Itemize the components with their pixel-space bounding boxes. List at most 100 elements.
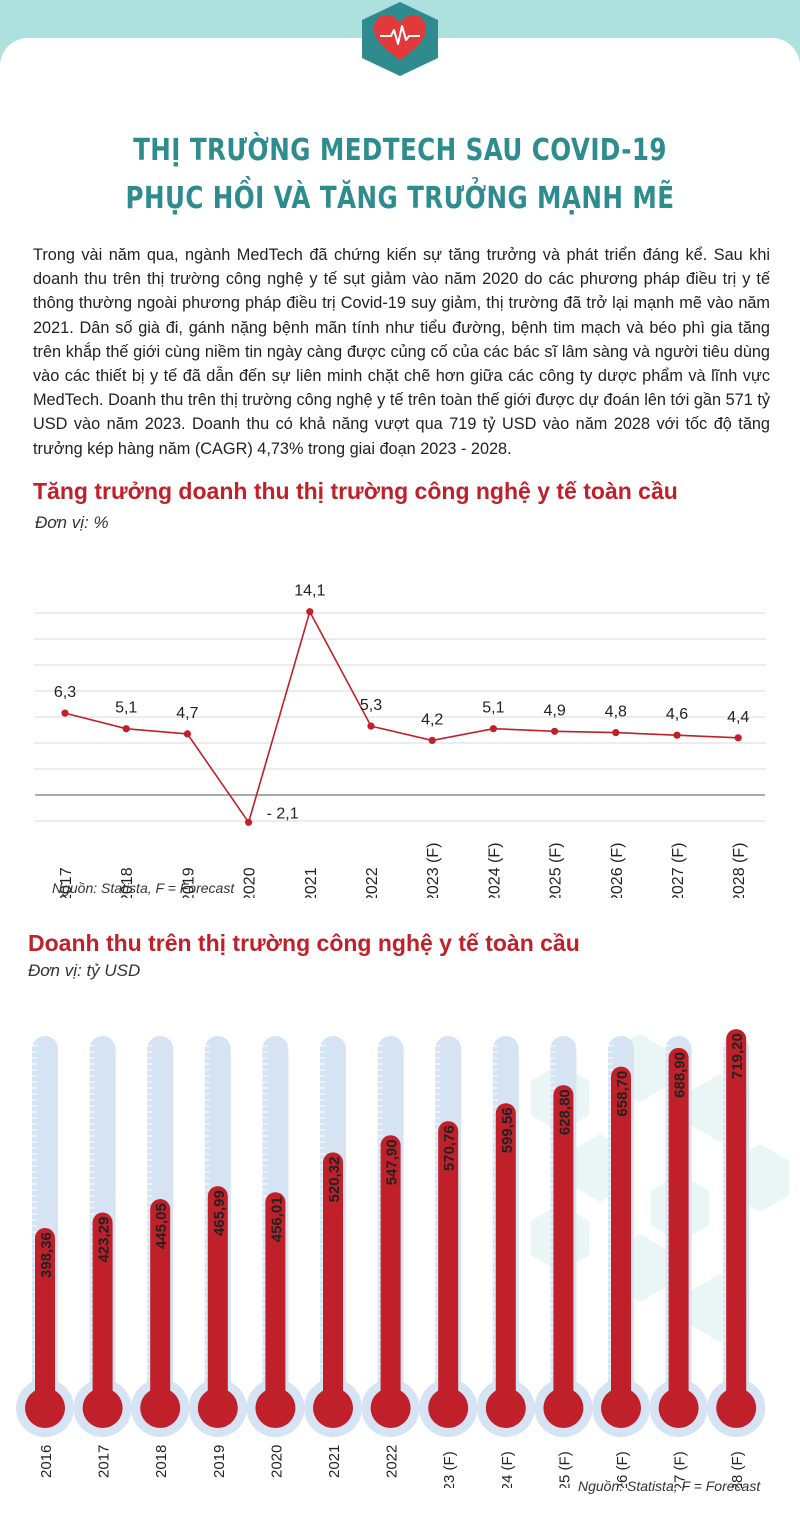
thermometer-bulb xyxy=(601,1388,641,1428)
thermometer-bulb xyxy=(255,1388,296,1428)
x-tick-label: 2028 (F) xyxy=(731,843,748,898)
thermometer-bulb xyxy=(313,1388,353,1428)
thermometer-bulb xyxy=(543,1388,584,1428)
x-tick-label: 2021 xyxy=(303,867,320,898)
thermometer-bulb xyxy=(140,1388,181,1428)
value-bar xyxy=(495,1103,516,1408)
revenue-thermometer-chart: 398,36 2016 423,29 2017 445,05 2018 465,99 2019… xyxy=(16,1029,790,1488)
data-label: 4,7 xyxy=(176,705,198,722)
x-tick-label: 2022 xyxy=(384,1445,401,1478)
x-tick-label: 2024 (F) xyxy=(486,843,503,898)
data-label: 445,05 xyxy=(153,1203,170,1249)
data-label: 599,56 xyxy=(499,1107,516,1153)
x-tick-label: 2019 xyxy=(180,867,197,898)
page-title-line-2: PHỤC HỒI VÀ TĂNG TRƯỞNG MẠNH MẼ xyxy=(125,181,675,216)
value-bar xyxy=(323,1152,343,1408)
data-point xyxy=(428,736,436,744)
thermometer-bulb xyxy=(485,1388,526,1428)
data-label: 4,8 xyxy=(605,704,627,721)
x-tick-label: 2025 (F) xyxy=(556,1451,573,1488)
line-chart-unit: Đơn vị: % xyxy=(35,513,109,532)
value-bar xyxy=(726,1029,747,1408)
data-point xyxy=(367,722,375,730)
data-label: 456,01 xyxy=(268,1196,285,1242)
data-label: 423,29 xyxy=(96,1217,113,1263)
thermometer-bulb xyxy=(197,1388,238,1428)
value-bar xyxy=(611,1066,631,1408)
thermo-chart-unit: Đơn vị: tỷ USD xyxy=(28,961,141,980)
x-tick-label: 2024 (F) xyxy=(499,1451,516,1488)
value-bar xyxy=(92,1212,113,1408)
data-label: 688,90 xyxy=(672,1052,689,1098)
data-label: 4,6 xyxy=(666,706,688,723)
x-tick-label: 2027 (F) xyxy=(672,1451,689,1488)
x-tick-label: 2020 xyxy=(242,867,259,898)
x-tick-label: 2022 xyxy=(364,867,381,898)
value-bar xyxy=(438,1121,459,1408)
data-label: 6,3 xyxy=(54,684,76,701)
value-bar xyxy=(668,1047,689,1408)
data-point xyxy=(489,725,497,733)
data-point xyxy=(306,608,314,616)
data-label: 719,20 xyxy=(729,1033,746,1079)
x-tick-label: 2026 (F) xyxy=(614,1451,631,1488)
value-bar xyxy=(35,1228,55,1408)
x-tick-label: 2020 xyxy=(268,1445,285,1478)
line-chart-source: Nguồn: Statista, F = Forecast xyxy=(52,880,235,896)
x-tick-label: 2028 (F) xyxy=(729,1451,746,1488)
data-label: 4,9 xyxy=(543,702,565,719)
x-tick-label: 2018 xyxy=(119,867,136,898)
data-label: 4,4 xyxy=(727,709,749,726)
data-point xyxy=(245,818,253,826)
data-label: 547,90 xyxy=(384,1139,401,1185)
thermometer-bulb xyxy=(25,1388,65,1428)
data-point xyxy=(183,730,191,738)
value-bar xyxy=(380,1135,401,1408)
data-point xyxy=(551,727,559,735)
x-tick-label: 2023 (F) xyxy=(425,843,442,898)
x-tick-label: 2021 xyxy=(326,1445,343,1478)
x-tick-label: 2025 (F) xyxy=(548,843,565,898)
data-point xyxy=(61,709,69,717)
data-label: 5,1 xyxy=(482,700,504,717)
x-tick-label: 2017 xyxy=(58,867,75,898)
data-point xyxy=(673,731,681,739)
data-label: 520,32 xyxy=(326,1156,343,1202)
x-tick-label: 2017 xyxy=(96,1445,113,1478)
data-label: 5,3 xyxy=(360,697,382,714)
data-label: 658,70 xyxy=(614,1071,631,1117)
data-point xyxy=(122,725,130,733)
heart-pulse-icon xyxy=(362,2,438,76)
data-point xyxy=(612,729,620,737)
thermo-chart-source: Nguồn: Statista, F = Forecast xyxy=(578,1478,761,1494)
intro-paragraph: Trong vài năm qua, ngành MedTech đã chứn… xyxy=(33,246,770,458)
data-label: 4,2 xyxy=(421,711,443,728)
value-bar xyxy=(265,1192,286,1408)
thermo-chart-title: Doanh thu trên thị trường công nghệ y tế… xyxy=(28,930,580,956)
thermometer-bulb xyxy=(82,1388,123,1428)
thermometer-bulb xyxy=(658,1388,699,1428)
data-point xyxy=(734,734,742,742)
data-label: 628,80 xyxy=(556,1089,573,1135)
x-tick-label: 2027 (F) xyxy=(670,843,687,898)
data-label: 398,36 xyxy=(38,1232,55,1278)
line-chart-title: Tăng trưởng doanh thu thị trường công ng… xyxy=(33,478,678,504)
series-line xyxy=(64,609,739,825)
thermometer-bulb xyxy=(370,1388,411,1428)
data-label: - 2,1 xyxy=(267,805,299,822)
page-title-line-1: THỊ TRƯỜNG MEDTECH SAU COVID-19 xyxy=(133,133,667,168)
thermometer-bulb xyxy=(428,1388,469,1428)
value-bar xyxy=(207,1186,228,1408)
data-label: 570,76 xyxy=(441,1125,458,1171)
x-tick-label: 2018 xyxy=(153,1445,170,1478)
content-card: THỊ TRƯỜNG MEDTECH SAU COVID-19 PHỤC HỒI… xyxy=(0,38,800,1514)
x-tick-label: 2026 (F) xyxy=(609,843,626,898)
growth-line-chart: 6,3 2017 5,1 2018 4,7 2019 - 2,1 2020 14,1 2021 5,… xyxy=(35,583,765,898)
data-label: 465,99 xyxy=(211,1190,228,1236)
x-tick-label: 2016 xyxy=(38,1445,55,1478)
x-tick-label: 2023 (F) xyxy=(441,1451,458,1488)
value-bar xyxy=(150,1199,171,1408)
value-bar xyxy=(553,1085,574,1408)
data-label: 14,1 xyxy=(294,583,325,600)
